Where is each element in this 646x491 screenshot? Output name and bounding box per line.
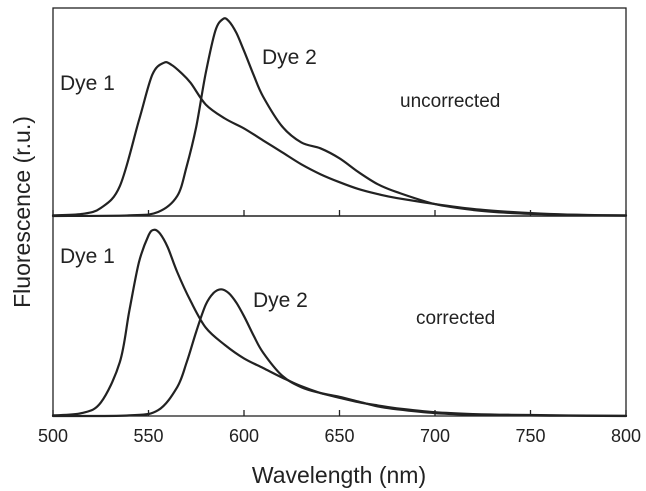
panel-top-frame: [52, 7, 627, 217]
x-tick-label-750: 750: [515, 426, 545, 446]
corrected-dye1-curve: [51, 228, 628, 417]
panel-bottom-frame: [52, 215, 627, 417]
uncorrected-dye2-curve: [51, 17, 628, 218]
label-dye2-bottom: Dye 2: [253, 289, 308, 312]
spectra-curves: [51, 17, 628, 418]
label-dye2-top: Dye 2: [262, 46, 317, 69]
x-axis-title: Wavelength (nm): [252, 462, 426, 488]
x-tick-label-800: 800: [611, 426, 641, 446]
label-corrected: corrected: [416, 308, 495, 329]
x-tick-label-600: 600: [229, 426, 259, 446]
x-tick-label-500: 500: [38, 426, 68, 446]
x-axis-ticks: [52, 210, 627, 416]
y-axis-title: Fluorescence (r.u.): [9, 116, 35, 308]
label-dye1-top: Dye 1: [60, 72, 115, 95]
label-uncorrected: uncorrected: [400, 91, 500, 112]
x-tick-label-650: 650: [324, 426, 354, 446]
x-tick-label-700: 700: [420, 426, 450, 446]
label-dye1-bottom: Dye 1: [60, 245, 115, 268]
corrected-dye2-curve: [51, 288, 628, 418]
x-axis-tick-labels: 500 550 600 650 700 750 800: [38, 426, 641, 446]
x-tick-label-550: 550: [133, 426, 163, 446]
uncorrected-dye1-curve: [51, 61, 628, 217]
